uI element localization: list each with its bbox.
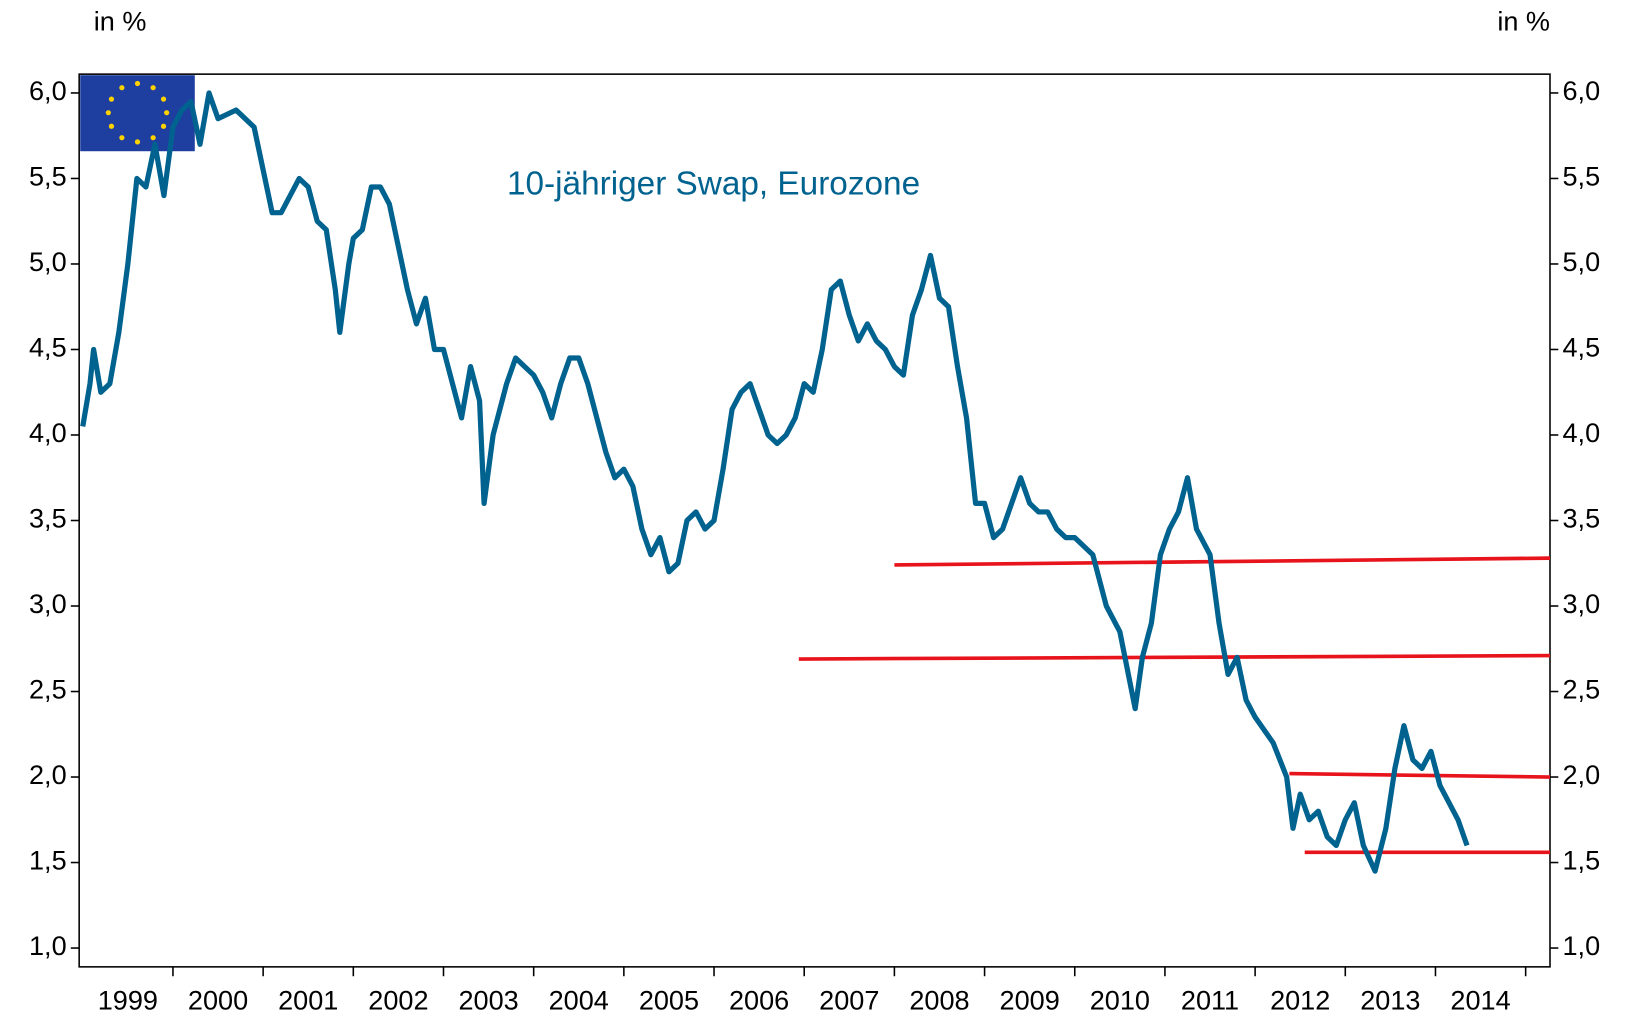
x-tick-label: 2011 bbox=[1181, 984, 1239, 1015]
x-tick-label: 2013 bbox=[1360, 984, 1420, 1015]
y2-tick-label: 3,5 bbox=[1563, 503, 1601, 534]
x-tick-label: 2006 bbox=[729, 984, 789, 1015]
y2-tick-label: 1,5 bbox=[1563, 845, 1601, 876]
x-tick-label: 2008 bbox=[909, 984, 969, 1015]
x-tick-label: 2001 bbox=[278, 984, 338, 1015]
x-tick-label: 2005 bbox=[639, 984, 699, 1015]
y2-tick-label: 2,5 bbox=[1563, 674, 1601, 705]
x-tick-label: 1999 bbox=[98, 984, 158, 1015]
eu-flag bbox=[80, 75, 195, 152]
y-tick-label: 1,5 bbox=[29, 845, 67, 876]
y2-tick-label: 3,0 bbox=[1563, 588, 1601, 619]
x-tick-label: 2014 bbox=[1450, 984, 1510, 1015]
y-axis-label: in % bbox=[94, 5, 147, 36]
y2-tick-label: 6,0 bbox=[1563, 75, 1601, 106]
y-tick-label: 5,0 bbox=[29, 246, 67, 277]
y-tick-label: 4,5 bbox=[29, 332, 67, 363]
y-tick-label: 2,5 bbox=[29, 674, 67, 705]
y-tick-label: 1,0 bbox=[29, 930, 67, 961]
y-tick-label: 4,0 bbox=[29, 417, 67, 448]
chart-title: 10-jähriger Swap, Eurozone bbox=[507, 165, 920, 202]
y-tick-label: 3,0 bbox=[29, 588, 67, 619]
x-tick-label: 2009 bbox=[1000, 984, 1060, 1015]
y2-tick-label: 5,5 bbox=[1563, 161, 1601, 192]
x-tick-label: 2007 bbox=[819, 984, 879, 1015]
y-tick-label: 6,0 bbox=[29, 75, 67, 106]
y2-tick-label: 4,5 bbox=[1563, 332, 1601, 363]
y2-axis-label: in % bbox=[1497, 5, 1550, 36]
x-tick-label: 2010 bbox=[1090, 984, 1150, 1015]
x-tick-label: 2004 bbox=[549, 984, 609, 1015]
x-tick-label: 2003 bbox=[458, 984, 518, 1015]
y2-tick-label: 2,0 bbox=[1563, 759, 1601, 790]
reference-line bbox=[798, 653, 1551, 661]
y-tick-label: 3,5 bbox=[29, 503, 67, 534]
y2-tick-label: 5,0 bbox=[1563, 246, 1601, 277]
y-tick-label: 5,5 bbox=[29, 161, 67, 192]
y2-tick-label: 4,0 bbox=[1563, 417, 1601, 448]
x-tick-label: 2002 bbox=[368, 984, 428, 1015]
reference-line bbox=[1289, 771, 1551, 779]
reference-line bbox=[894, 556, 1551, 567]
y-tick-label: 2,0 bbox=[29, 759, 67, 790]
line-series bbox=[80, 90, 1470, 874]
x-tick-label: 2000 bbox=[188, 984, 248, 1015]
plot-frame bbox=[78, 73, 1551, 968]
x-tick-label: 2012 bbox=[1270, 984, 1330, 1015]
y2-tick-label: 1,0 bbox=[1563, 930, 1601, 961]
